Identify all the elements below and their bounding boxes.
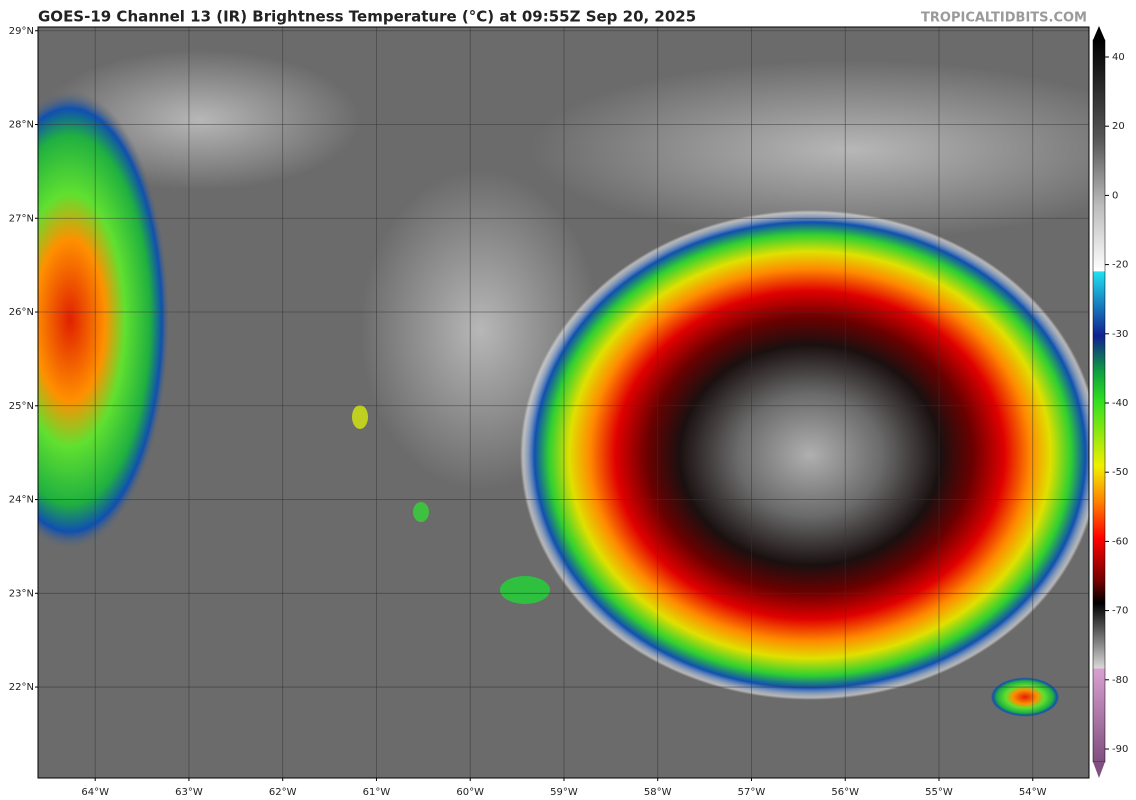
colorbar [1092,39,1106,763]
lat-label: 26°N [9,307,34,318]
lat-label: 22°N [9,682,34,693]
storm-cloud [520,210,1089,700]
imagery [38,27,1089,778]
colorbar-arrow [1093,762,1105,778]
small-cloud [500,576,550,604]
colorbar-label: 20 [1112,121,1125,132]
small-cloud [413,502,429,522]
lat-label: 25°N [9,401,34,412]
lon-label: 62°W [269,787,297,798]
lon-label: 54°W [1019,787,1047,798]
lon-label: 61°W [363,787,391,798]
colorbar-label: -80 [1112,675,1128,686]
lat-label: 24°N [9,495,34,506]
credit: TROPICALTIDBITS.COM [921,11,1087,26]
cloud [530,60,1089,240]
colorbar-label: -60 [1112,536,1128,547]
lon-label: 58°W [644,787,672,798]
colorbar-label: -20 [1112,260,1128,271]
lat-label: 23°N [9,588,34,599]
colorbar-label: 0 [1112,190,1118,201]
colorbar-label: -50 [1112,467,1128,478]
lon-label: 63°W [175,787,203,798]
lon-label: 56°W [831,787,859,798]
colorbar-label: -90 [1112,744,1128,755]
lat-label: 29°N [9,26,34,37]
colorbar-label: -70 [1112,606,1128,617]
colorbar-label: -30 [1112,329,1128,340]
colorbar-arrow [1093,26,1105,40]
colorbar-label: -40 [1112,398,1128,409]
lon-label: 55°W [925,787,953,798]
west-cloud [38,90,170,550]
lon-label: 57°W [738,787,766,798]
lon-label: 64°W [81,787,109,798]
lat-label: 28°N [9,120,34,131]
lon-label: 59°W [550,787,578,798]
title: GOES-19 Channel 13 (IR) Brightness Tempe… [38,8,696,26]
graticule [38,27,1089,778]
small-cloud [990,677,1060,717]
colorbar-label: 40 [1112,52,1125,63]
small-cloud [352,405,368,429]
lat-label: 27°N [9,213,34,224]
lon-label: 60°W [456,787,484,798]
